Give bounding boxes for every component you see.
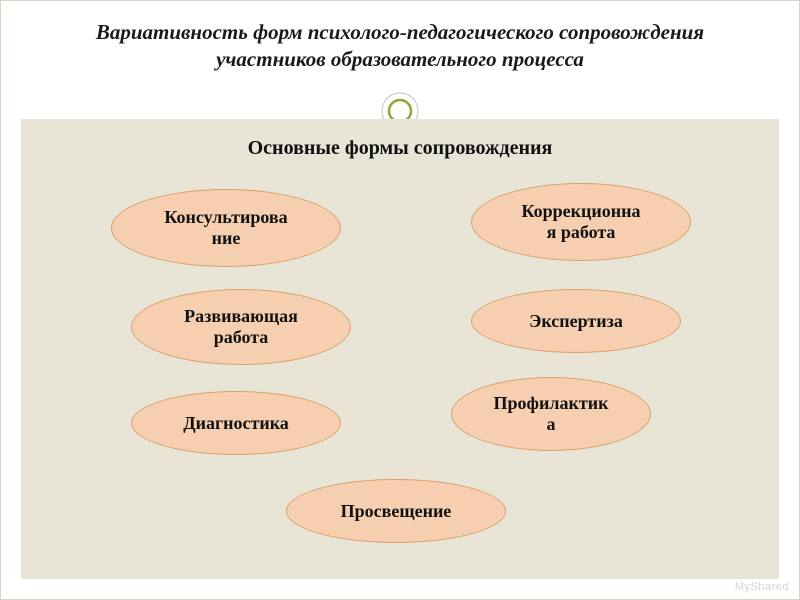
bubble-prevention: Профилактик а xyxy=(451,377,651,451)
bubble-label: Просвещение xyxy=(341,501,452,522)
bubble-label: Экспертиза xyxy=(529,311,623,332)
bubble-label: Развивающая работа xyxy=(184,306,298,347)
bubble-label: Коррекционна я работа xyxy=(521,201,640,242)
bubble-label: Консультирова ние xyxy=(164,207,287,248)
bubble-correction: Коррекционна я работа xyxy=(471,183,691,261)
bubble-label: Диагностика xyxy=(183,413,289,434)
slide: Вариативность форм психолого-педагогичес… xyxy=(0,0,800,600)
bubble-developing: Развивающая работа xyxy=(131,289,351,365)
bubble-diagnostics: Диагностика xyxy=(131,391,341,455)
title-area: Вариативность форм психолого-педагогичес… xyxy=(61,19,739,74)
content-panel: Основные формы сопровождения Консультиро… xyxy=(21,119,779,579)
bubble-label: Профилактик а xyxy=(494,393,609,434)
bubble-enlightenment: Просвещение xyxy=(286,479,506,543)
subtitle: Основные формы сопровождения xyxy=(21,137,779,160)
bubble-consulting: Консультирова ние xyxy=(111,189,341,267)
watermark: MyShared xyxy=(735,581,789,593)
bubble-expertise: Экспертиза xyxy=(471,289,681,353)
slide-title: Вариативность форм психолого-педагогичес… xyxy=(61,19,739,74)
